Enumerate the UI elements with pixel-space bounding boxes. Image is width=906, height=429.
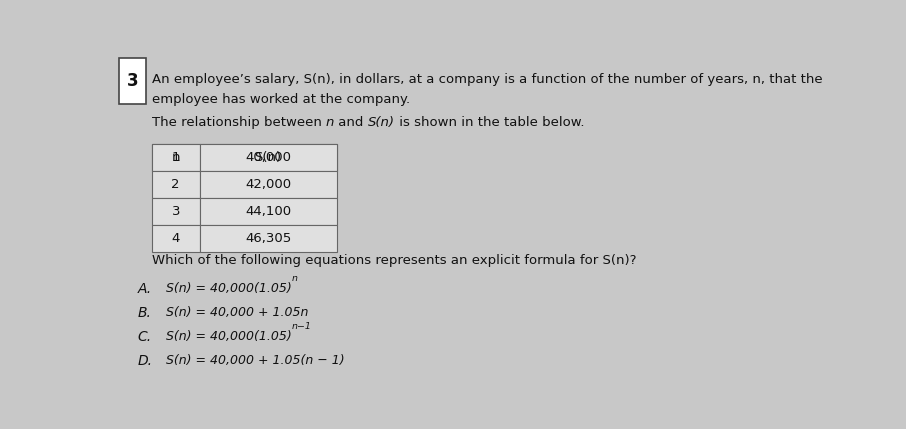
Text: is shown in the table below.: is shown in the table below. [395, 116, 584, 129]
Bar [152, 198, 199, 225]
Text: S(n): S(n) [255, 151, 282, 164]
Text: S(n) = 40,000(1.05): S(n) = 40,000(1.05) [166, 330, 292, 343]
Text: 2: 2 [171, 178, 180, 191]
Text: 3: 3 [171, 205, 180, 218]
Text: n: n [292, 274, 298, 283]
Text: 1: 1 [171, 151, 180, 164]
Text: 40,000: 40,000 [246, 151, 291, 164]
Text: Which of the following equations represents an explicit formula for S(n)?: Which of the following equations represe… [152, 254, 636, 267]
Bar [199, 171, 336, 198]
Text: 4: 4 [171, 232, 180, 245]
Text: A.: A. [138, 281, 152, 296]
Bar [152, 225, 199, 252]
Text: n: n [171, 151, 180, 164]
Text: S(n) = 40,000(1.05): S(n) = 40,000(1.05) [166, 282, 292, 295]
Text: B.: B. [138, 305, 151, 320]
Bar [199, 144, 336, 171]
Text: The relationship between: The relationship between [152, 116, 326, 129]
Bar [199, 225, 336, 252]
Text: employee has worked at the company.: employee has worked at the company. [152, 93, 410, 106]
Bar [152, 171, 199, 198]
Text: 3: 3 [127, 72, 138, 90]
Bar [199, 198, 336, 225]
Text: D.: D. [138, 354, 153, 368]
Text: 46,305: 46,305 [245, 232, 291, 245]
Text: S(n) = 40,000 + 1.05n: S(n) = 40,000 + 1.05n [166, 306, 308, 319]
Bar [152, 144, 199, 171]
Text: S(n): S(n) [368, 116, 395, 129]
Bar [152, 144, 199, 171]
Text: C.: C. [138, 330, 152, 344]
Text: 42,000: 42,000 [245, 178, 291, 191]
Text: and: and [334, 116, 368, 129]
Text: An employee’s salary, S(n), in dollars, at a company is a function of the number: An employee’s salary, S(n), in dollars, … [152, 73, 823, 86]
Bar [199, 144, 336, 171]
Text: n−1: n−1 [292, 322, 312, 331]
Text: 44,100: 44,100 [245, 205, 291, 218]
Text: S(n) = 40,000 + 1.05(n − 1): S(n) = 40,000 + 1.05(n − 1) [166, 354, 344, 367]
Text: n: n [326, 116, 334, 129]
Bar [119, 58, 146, 104]
